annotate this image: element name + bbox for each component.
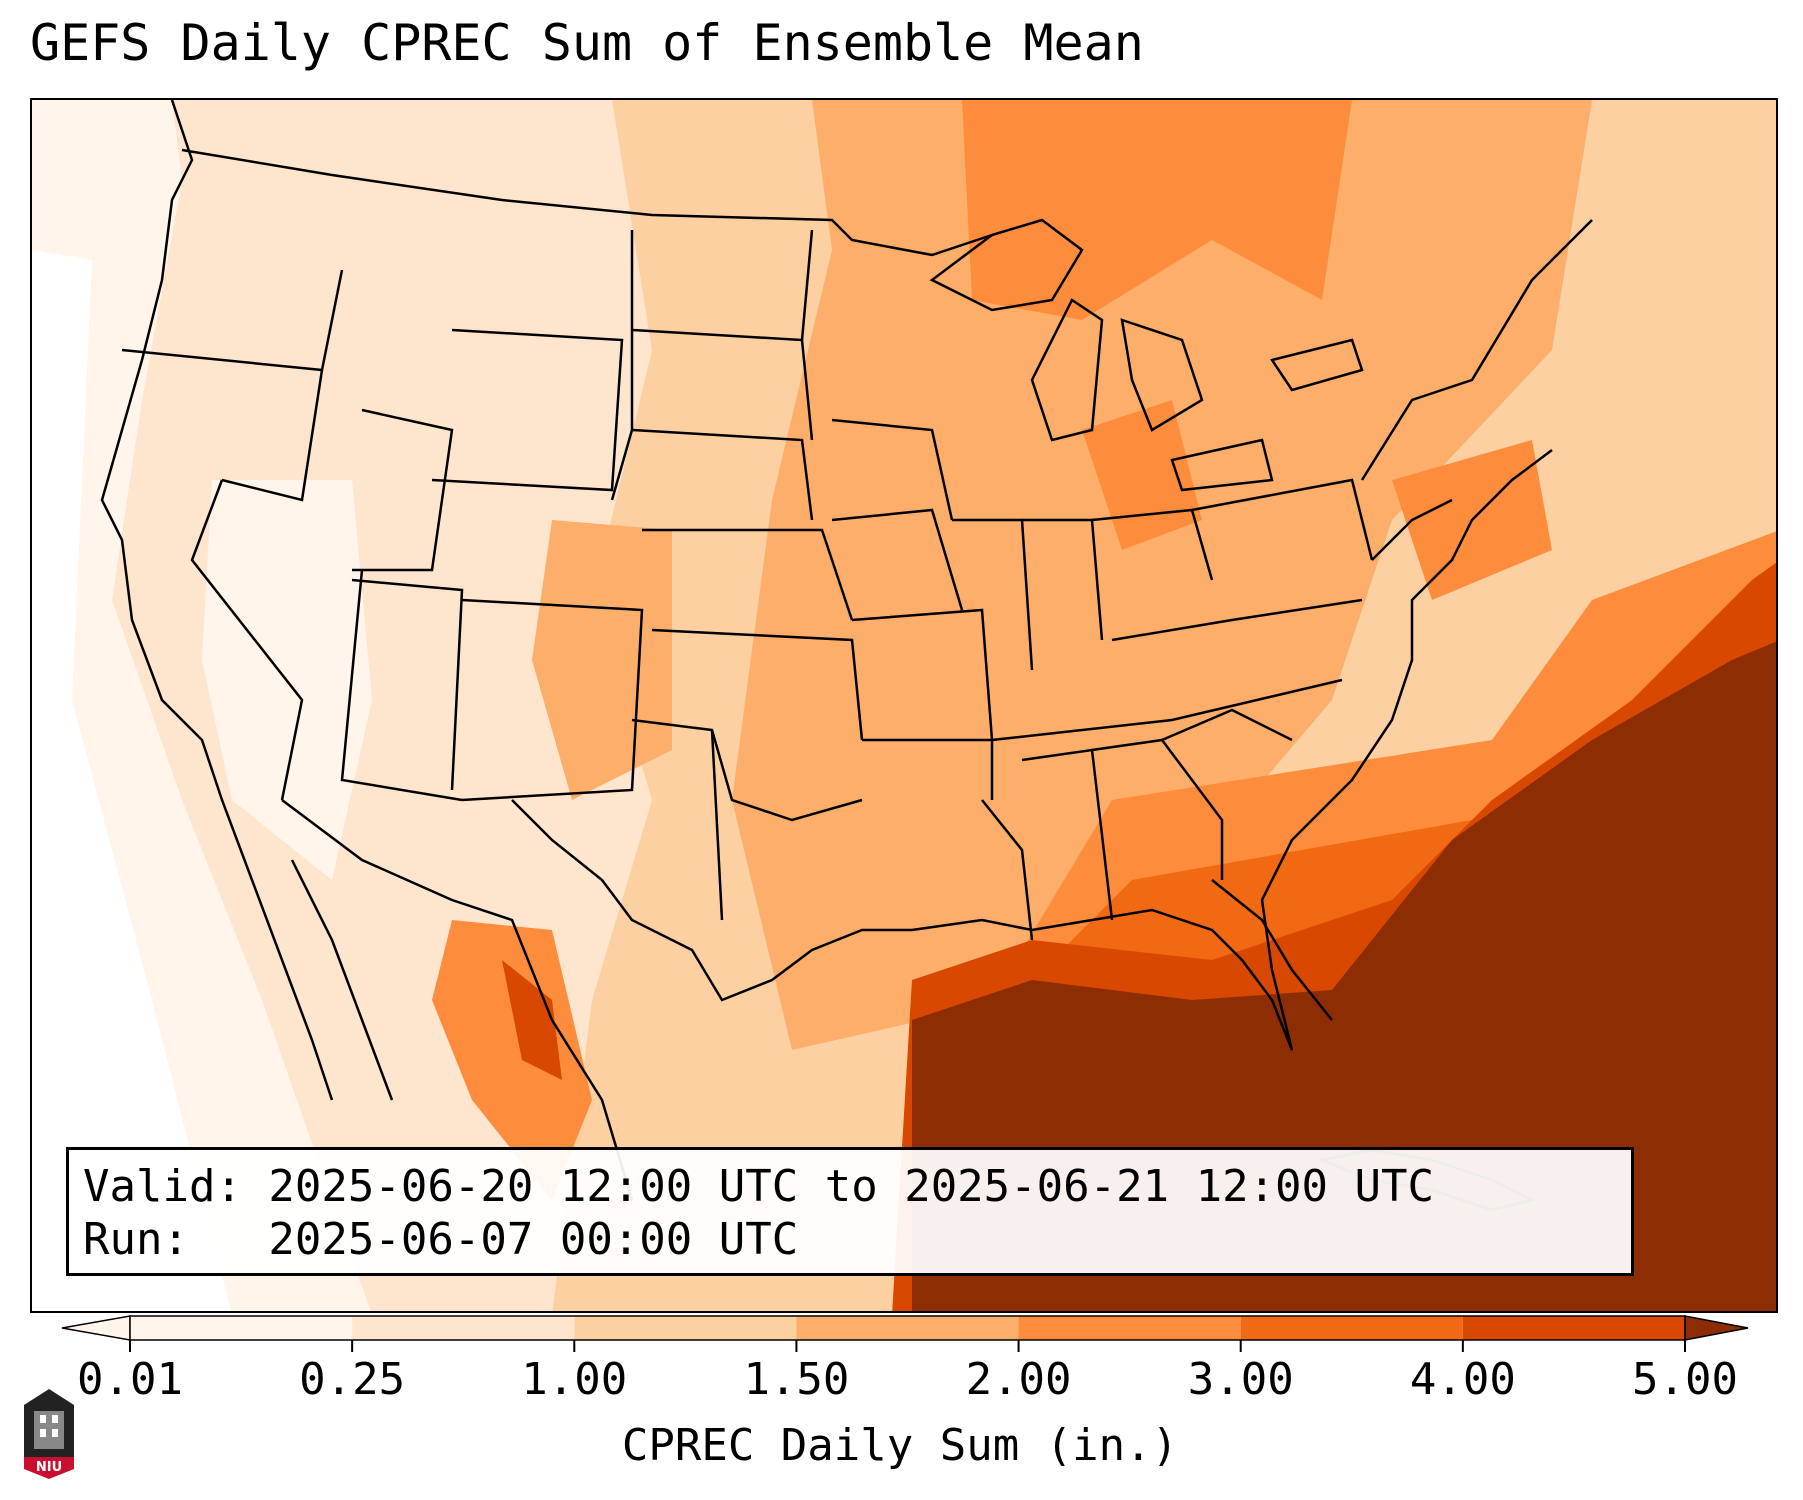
logo-text: NIU — [36, 1460, 62, 1475]
valid-run-info-box: Valid: 2025-06-20 12:00 UTC to 2025-06-2… — [66, 1147, 1634, 1276]
colorbar-segment — [1462, 1316, 1685, 1340]
colorbar-tick-label: 1.00 — [521, 1354, 628, 1405]
colorbar-ticks — [129, 1340, 1686, 1352]
colorbar-tick-label: 2.00 — [965, 1354, 1072, 1405]
colorbar-tick-label: 0.01 — [77, 1354, 183, 1405]
colorbar-segment — [574, 1316, 797, 1340]
colorbar-segment — [1240, 1316, 1463, 1340]
colorbar-segment — [352, 1316, 575, 1340]
colorbar-segment — [796, 1316, 1019, 1340]
colorbar-tick-label: 3.00 — [1187, 1354, 1294, 1405]
map-title: GEFS Daily CPREC Sum of Ensemble Mean — [30, 14, 1144, 72]
map-canvas — [32, 100, 1776, 1311]
colorbar-segment — [130, 1316, 353, 1340]
colorbar-segments — [61, 1315, 1749, 1341]
colorbar-extend-high — [1684, 1315, 1749, 1341]
colorbar-outline — [129, 1315, 1686, 1341]
colorbar-label: CPREC Daily Sum (in.) — [621, 1420, 1179, 1471]
colorbar-tick-label: 0.25 — [299, 1354, 406, 1405]
precipitation-map — [30, 98, 1778, 1313]
valid-time-text: Valid: 2025-06-20 12:00 UTC to 2025-06-2… — [83, 1161, 1435, 1212]
colorbar-segment — [1018, 1316, 1241, 1340]
colorbar-tick-label: 5.00 — [1632, 1354, 1738, 1405]
niu-logo: NIU — [24, 1389, 74, 1479]
colorbar-extend-low — [61, 1315, 131, 1341]
precipitation-field — [32, 100, 1776, 1311]
colorbar — [61, 1315, 1749, 1352]
run-time-text: Run: 2025-06-07 00:00 UTC — [83, 1214, 799, 1265]
state-boundaries — [100, 100, 1593, 1212]
colorbar-tick-label: 1.50 — [743, 1354, 850, 1405]
colorbar-tick-label: 4.00 — [1409, 1354, 1516, 1405]
